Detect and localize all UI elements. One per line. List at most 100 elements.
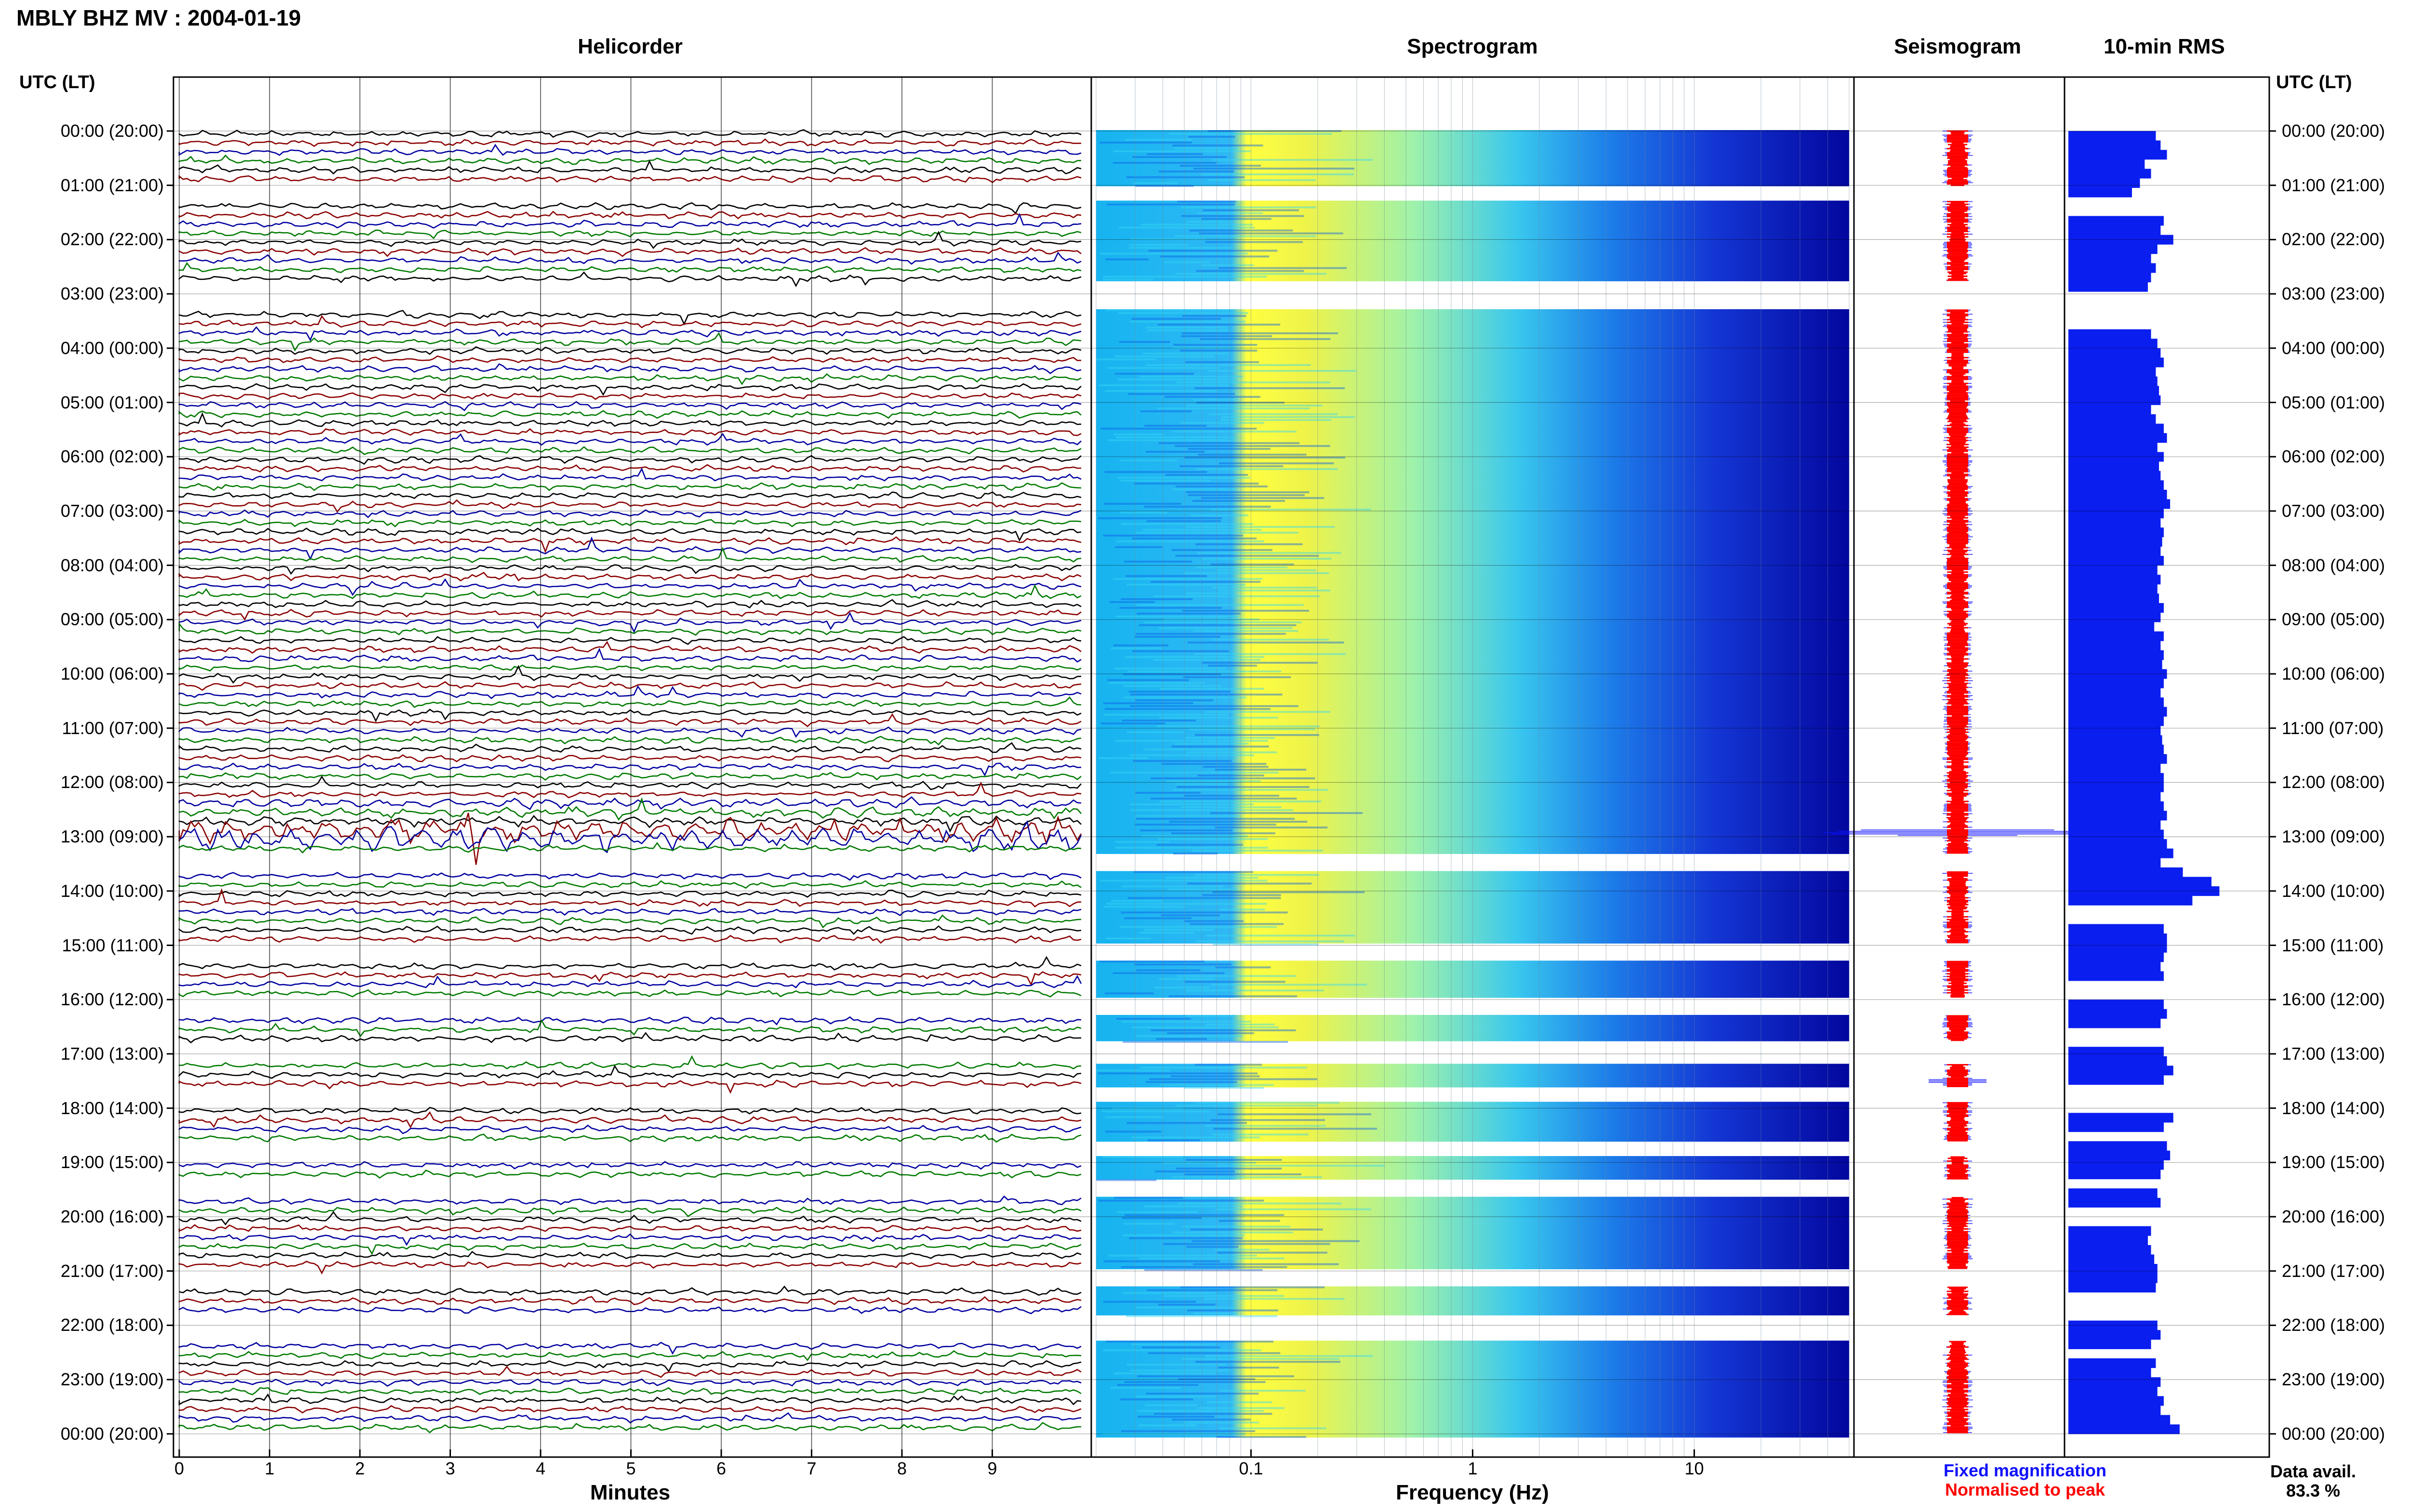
rms-bar [2068, 754, 2167, 764]
spectrogram-streak [1145, 326, 1228, 329]
spectrogram-streak [1115, 546, 1163, 548]
spectrogram-streak [1127, 897, 1281, 899]
spectrogram-streak [1201, 173, 1354, 175]
rms-bar [2068, 1424, 2180, 1434]
spectrogram-streak [1105, 258, 1149, 261]
helicorder-trace [178, 536, 1082, 561]
spectrogram-streak [1196, 270, 1304, 272]
spectrogram-streak [1108, 439, 1235, 441]
spectrogram-streak [1158, 1303, 1216, 1306]
helicorder-trace [178, 914, 1082, 929]
helicorder-trace [178, 1161, 1082, 1170]
helicorder-trace [178, 446, 1082, 455]
spectrogram-streak [1168, 995, 1297, 998]
rms-bar [2068, 480, 2164, 490]
spectrogram-streak [1128, 690, 1231, 693]
spectrogram-streak [1195, 734, 1319, 736]
helicorder-trace [178, 159, 1082, 175]
spectrogram-streak [1187, 882, 1312, 885]
spectrogram-streak [1189, 728, 1315, 730]
spectrogram-streak [1184, 794, 1280, 797]
helicorder-trace [178, 841, 1082, 854]
spectrogram-streak [1153, 658, 1261, 661]
spectrogram-streak [1123, 673, 1221, 675]
rms-bar [2068, 877, 2211, 887]
rms-bar [2068, 433, 2167, 443]
helicorder-trace [178, 433, 1082, 446]
helicorder-trace [178, 527, 1082, 542]
rms-bar [2068, 961, 2161, 972]
rms-bar [2068, 650, 2164, 660]
spectrogram-streak [1173, 852, 1218, 855]
spectrogram-streak [1161, 914, 1220, 917]
spectrogram-streak [1195, 940, 1344, 943]
rms-bar [2068, 773, 2164, 783]
time-label-right: 08:00 (04:00) [2282, 555, 2385, 575]
spectrogram-streak [1132, 537, 1257, 539]
time-label-left: 10:00 (06:00) [60, 664, 164, 684]
helicorder-trace [178, 499, 1082, 513]
spectrogram-streak [1107, 367, 1219, 369]
spectrogram-streak [1119, 341, 1170, 343]
helicorder-trace [178, 696, 1082, 708]
helicorder-trace [178, 578, 1082, 596]
rms-bar [2068, 584, 2158, 594]
spectrogram-streak [1184, 1173, 1302, 1176]
spectrogram-streak [1175, 235, 1316, 237]
spectrogram-streak [1099, 384, 1230, 386]
spectrogram-streak [1108, 1254, 1257, 1257]
rms-bar [2068, 603, 2164, 613]
rms-bar [2068, 735, 2162, 745]
spectrogram-streak [1169, 820, 1308, 823]
helicorder-trace [178, 813, 1082, 865]
time-label-left: 16:00 (12:00) [60, 989, 164, 1010]
spectrogram-streak [1186, 751, 1277, 753]
helicorder-trace [178, 763, 1082, 777]
helicorder-trace [178, 665, 1082, 684]
rms-bar [2068, 1122, 2164, 1132]
spectrogram-streak [1180, 206, 1316, 209]
spectrogram-streak [1124, 696, 1246, 698]
spectrogram-streak [1145, 1404, 1197, 1407]
spectrogram-streak [1121, 598, 1193, 600]
rms-bar [2068, 405, 2151, 415]
helicorder-trace [178, 888, 1082, 907]
helicorder-trace [178, 636, 1082, 645]
time-label-left: 01:00 (21:00) [60, 175, 164, 195]
spectrogram-streak [1115, 841, 1170, 843]
spectrogram-streak [1213, 1128, 1377, 1130]
spectrogram-streak [1160, 1084, 1274, 1086]
spectrogram-streak [1146, 1081, 1237, 1083]
spectrogram-streak [1121, 911, 1288, 914]
rms-bar [2068, 688, 2161, 698]
spectrogram-streak [1134, 635, 1220, 638]
spectrogram-streak [1151, 777, 1315, 779]
rms-bar [2068, 461, 2159, 472]
time-label-left: 11:00 (07:00) [62, 718, 164, 738]
spectrogram-streak [1138, 1257, 1284, 1260]
spectrogram-streak [1114, 846, 1268, 849]
spectrogram-streak [1215, 966, 1271, 969]
spectrogram-streak [1181, 215, 1304, 217]
helicorder-trace [178, 315, 1082, 329]
spectrogram-streak [1185, 1159, 1282, 1161]
spectrogram-streak [1210, 508, 1371, 511]
spectrogram-streak [1139, 375, 1244, 378]
spectrogram-streak [1098, 1199, 1264, 1202]
minute-tick-label: 1 [265, 1459, 275, 1478]
rms-bar [2068, 1415, 2171, 1425]
spectrogram-streak [1110, 1387, 1181, 1389]
rms-bar [2068, 339, 2158, 349]
rms-bar [2068, 386, 2159, 396]
spectrogram-streak [1198, 212, 1263, 214]
spectrogram-streak [1123, 1234, 1244, 1236]
spectrogram-streak [1201, 264, 1254, 266]
rms-bar [2068, 169, 2151, 179]
spectrogram-streak [1172, 1419, 1251, 1421]
spectrogram-streak [1123, 1041, 1288, 1043]
spectrogram-streak [1114, 355, 1215, 357]
helicorder-trace [178, 713, 1082, 727]
spectrogram-streak [1136, 817, 1295, 820]
spectrogram-streak [1185, 361, 1259, 363]
